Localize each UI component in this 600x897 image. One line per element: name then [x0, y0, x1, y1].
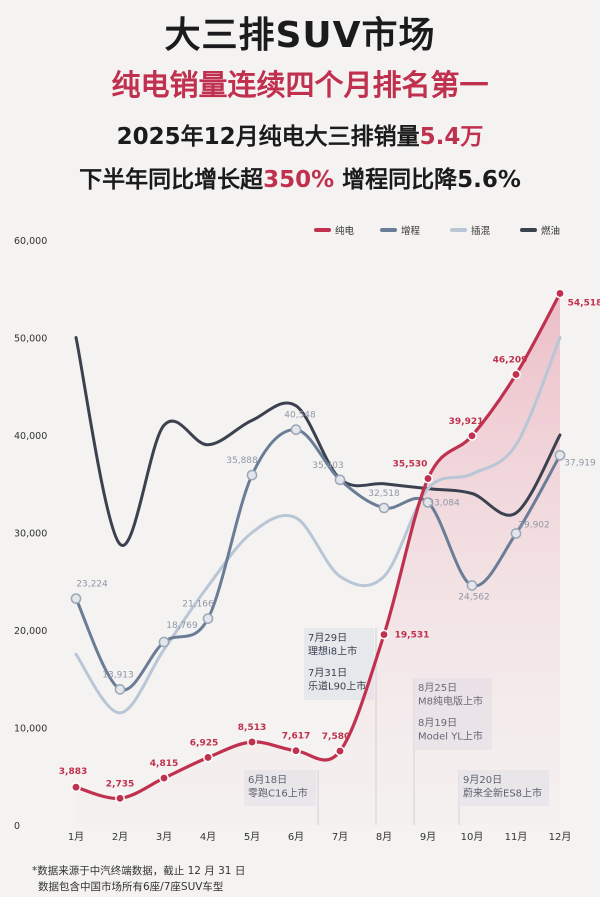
data-point-erev [114, 683, 126, 695]
x-tick-label: 9月 [420, 831, 436, 843]
data-point-bev [555, 288, 565, 299]
data-point-erev [246, 469, 258, 481]
data-point-bev [379, 629, 389, 640]
data-point-erev [554, 449, 566, 461]
data-label-bev: 19,531 [395, 631, 430, 641]
data-point-erev [422, 497, 434, 508]
data-point-bev [511, 369, 521, 380]
data-label-bev: 7,617 [282, 732, 310, 742]
data-label-erev: 21,166 [182, 600, 214, 610]
growth-headline: 下半年同比增长超350% 增程同比降5.6% [0, 160, 600, 194]
data-label-erev: 24,562 [458, 593, 490, 603]
x-tick-label: 2月 [112, 831, 128, 843]
data-point-erev [202, 613, 214, 624]
footnote-source: *数据来源于中汽终端数据，截止 12 月 31 日 [32, 865, 246, 877]
data-point-erev [70, 593, 82, 604]
data-point-bev [467, 430, 477, 441]
data-point-erev [158, 636, 170, 648]
y-tick-label: 60,000 [14, 236, 47, 247]
series-line-phev [74, 336, 562, 715]
data-label-erev: 37,919 [564, 458, 596, 468]
x-tick-label: 3月 [156, 831, 172, 843]
footnote-scope: 数据包含中国市场所有6座/7座SUV车型 [38, 881, 224, 893]
data-label-erev: 29,902 [518, 520, 550, 530]
legend-label-bev: 纯电 [335, 225, 355, 237]
sales-headline-text: 2025年12月纯电大三排销量 [116, 124, 420, 150]
x-tick-label: 5月 [244, 831, 260, 843]
y-tick-label: 40,000 [14, 431, 47, 442]
x-tick-label: 7月 [332, 831, 348, 843]
y-tick-label: 0 [14, 821, 20, 832]
data-point-erev [290, 424, 302, 436]
series-line-ice [74, 336, 562, 547]
x-tick-label: 8月 [376, 831, 392, 843]
x-tick-label: 11月 [505, 831, 528, 843]
data-label-erev: 35,888 [226, 456, 258, 466]
data-label-erev: 32,518 [368, 489, 400, 499]
data-label-bev: 2,735 [106, 779, 134, 789]
data-label-bev: 39,921 [449, 417, 484, 427]
data-point-bev [247, 737, 257, 747]
data-point-bev [423, 473, 433, 484]
y-tick-label: 30,000 [14, 529, 47, 540]
data-label-bev: 3,883 [59, 767, 87, 777]
data-point-erev [378, 502, 390, 514]
data-point-erev [466, 580, 478, 591]
annotation-text: 乐道L90上市 [308, 680, 366, 693]
sales-headline: 2025年12月纯电大三排销量5.4万 [0, 117, 600, 151]
x-tick-label: 4月 [200, 831, 216, 843]
annotation-text: 7月29日 [308, 632, 347, 644]
data-label-bev: 46,209 [493, 355, 528, 365]
growth-headline-text: 下半年同比增长超 [79, 167, 264, 193]
sales-headline-value: 5.4万 [419, 124, 484, 150]
data-label-erev: 40,548 [284, 411, 316, 421]
y-tick-label: 50,000 [14, 334, 47, 345]
data-label-bev: 4,815 [150, 759, 178, 769]
x-tick-label: 1月 [68, 831, 84, 843]
data-label-bev: 35,530 [393, 460, 428, 470]
legend-label-ice: 燃油 [541, 225, 560, 237]
main-title: 大三排SUV市场 [164, 15, 436, 56]
data-point-bev [203, 752, 213, 763]
data-label-bev: 7,580 [322, 732, 350, 742]
growth-headline-tail: 增程同比降5.6% [334, 167, 521, 193]
data-label-erev: 18,769 [166, 621, 198, 631]
data-label-erev: 23,224 [76, 580, 108, 590]
sales-line-chart: 0 10,000 20,000 30,000 40,000 50,000 60,000 纯电… [14, 225, 600, 843]
annotation-box [304, 628, 374, 700]
data-point-erev [510, 528, 522, 539]
data-point-bev [71, 782, 81, 793]
annotation-text: 7月31日 [308, 667, 347, 679]
data-point-bev [291, 745, 301, 756]
legend-label-erev: 增程 [401, 225, 421, 237]
growth-headline-value: 350% [263, 167, 335, 193]
bev-area-fill [76, 293, 560, 825]
annotation-text: 理想i8上市 [308, 645, 357, 658]
x-tick-label: 10月 [461, 831, 484, 843]
data-label-erev: 35,403 [312, 461, 344, 471]
x-tick-label: 12月 [549, 831, 572, 843]
data-label-bev: 54,518 [568, 298, 600, 308]
data-label-bev: 6,925 [190, 738, 218, 748]
data-label-erev: 33,084 [428, 498, 460, 508]
data-point-bev [115, 793, 125, 804]
legend-label-phev: 插混 [471, 225, 491, 237]
x-tick-label: 6月 [288, 831, 304, 843]
data-label-bev: 8,513 [238, 723, 266, 733]
y-tick-label: 20,000 [14, 626, 47, 637]
data-point-bev [159, 773, 169, 784]
data-point-bev [335, 746, 345, 757]
subtitle: 纯电销量连续四个月排名第一 [111, 68, 489, 102]
data-point-erev [334, 474, 346, 486]
data-label-erev: 13,913 [102, 670, 134, 680]
y-tick-label: 10,000 [14, 724, 47, 735]
